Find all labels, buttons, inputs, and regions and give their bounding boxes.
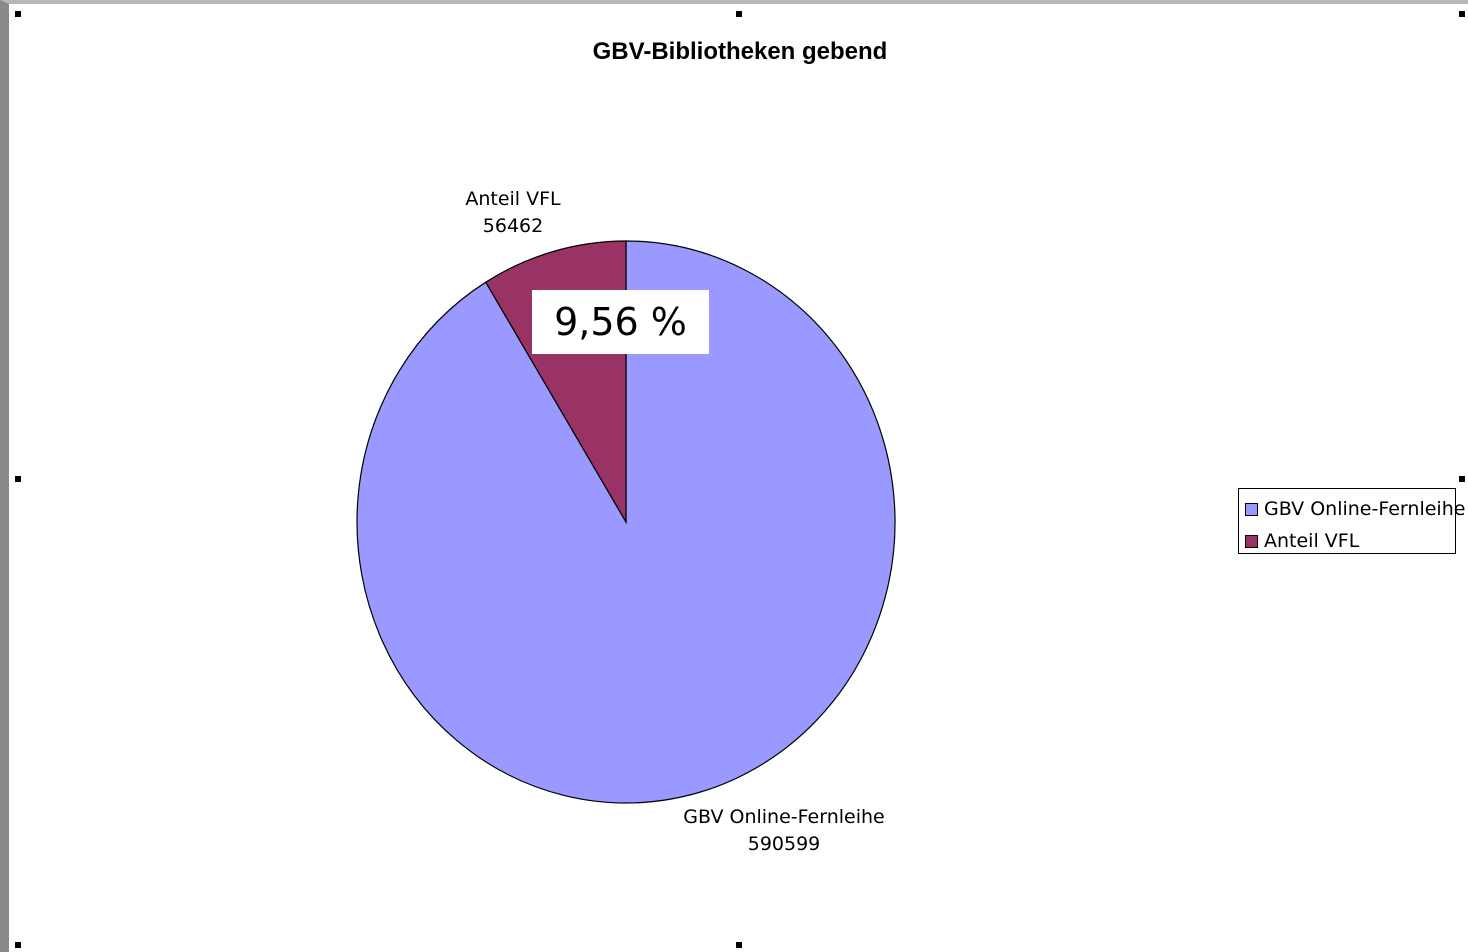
resize-handle-middle-left[interactable]	[15, 476, 21, 482]
slice-label-name: Anteil VFL	[465, 188, 561, 210]
chart-legend: GBV Online-Fernleihe Anteil VFL	[1238, 488, 1465, 557]
resize-handle-top-center[interactable]	[736, 11, 742, 17]
resize-handle-top-right[interactable]	[1459, 11, 1465, 17]
legend-swatch	[1245, 534, 1258, 548]
legend-swatch	[1245, 502, 1258, 516]
resize-handle-top-left[interactable]	[15, 11, 21, 17]
slice-label-gbv-online-fernleihe: GBV Online-Fernleihe 590599	[664, 804, 904, 858]
slice-label-name: GBV Online-Fernleihe	[683, 806, 885, 828]
legend-label: Anteil VFL	[1264, 530, 1360, 552]
legend-item-anteil-vfl: Anteil VFL	[1245, 525, 1455, 557]
percentage-annotation: 9,56 %	[532, 290, 709, 354]
legend-label: GBV Online-Fernleihe	[1264, 498, 1466, 520]
slice-label-value: 590599	[747, 833, 821, 855]
legend-item-gbv-online-fernleihe: GBV Online-Fernleihe	[1245, 493, 1465, 525]
resize-handle-bottom-center[interactable]	[736, 942, 742, 948]
slice-label-value: 56462	[482, 215, 544, 237]
resize-handle-middle-right[interactable]	[1459, 476, 1465, 482]
chart-title: GBV-Bibliotheken gebend	[592, 38, 888, 65]
slice-label-anteil-vfl: Anteil VFL 56462	[433, 186, 593, 240]
resize-handle-bottom-left[interactable]	[15, 942, 21, 948]
